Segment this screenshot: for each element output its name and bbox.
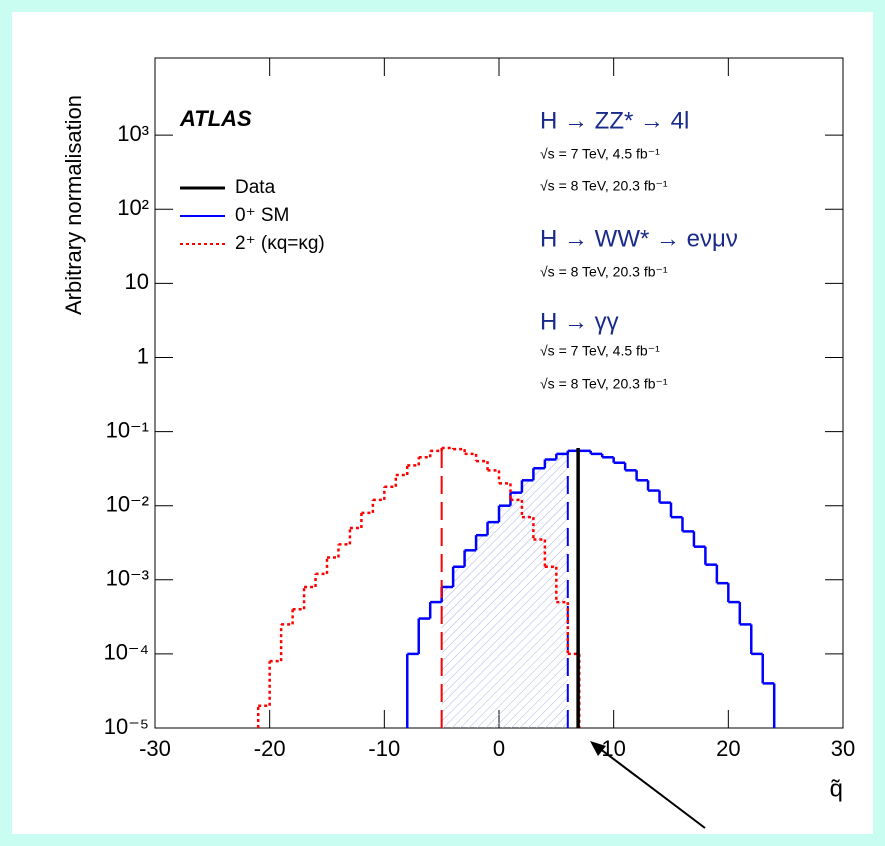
x-tick-label: -10 — [368, 736, 400, 761]
x-tick-label: -20 — [254, 736, 286, 761]
x-tick-label: 0 — [493, 736, 505, 761]
x-tick-label: -30 — [139, 736, 171, 761]
y-tick-label: 10⁻³ — [106, 566, 149, 591]
y-tick-label: 10³ — [117, 121, 149, 146]
annotation: ATLAS — [179, 106, 252, 131]
y-tick-label: 10⁻¹ — [106, 417, 149, 442]
annotation: √s = 8 TeV, 20.3 fb⁻¹ — [540, 376, 668, 392]
legend-label: Data — [235, 177, 276, 198]
y-tick-label: 10 — [125, 269, 149, 294]
annotation: H → WW* → eνμν — [540, 225, 738, 252]
annotation: √s = 7 TeV, 4.5 fb⁻¹ — [540, 343, 660, 359]
y-tick-label: 10² — [117, 195, 149, 220]
arrow — [594, 744, 706, 829]
hatched-area — [441, 453, 568, 728]
annotation: H → γγ — [540, 308, 619, 335]
x-tick-label: 30 — [831, 736, 855, 761]
x-axis-label: q̃ — [830, 775, 843, 802]
legend-label: 2⁺ (κq=κg) — [235, 233, 325, 254]
annotation: √s = 7 TeV, 4.5 fb⁻¹ — [540, 146, 660, 162]
y-tick-label: 10⁻² — [106, 492, 149, 517]
y-tick-label: 1 — [137, 343, 149, 368]
annotation: √s = 8 TeV, 20.3 fb⁻¹ — [540, 264, 668, 280]
annotation: H → ZZ* → 4l — [540, 107, 689, 134]
x-tick-label: 10 — [601, 736, 625, 761]
arrow-head — [590, 741, 606, 756]
legend-label: 0⁺ SM — [235, 205, 289, 226]
x-tick-label: 20 — [716, 736, 740, 761]
annotation: √s = 8 TeV, 20.3 fb⁻¹ — [540, 178, 668, 194]
y-axis-label: Arbitrary normalisation — [61, 95, 86, 315]
y-tick-label: 10⁻⁵ — [104, 714, 149, 739]
y-tick-label: 10⁻⁴ — [103, 640, 149, 665]
